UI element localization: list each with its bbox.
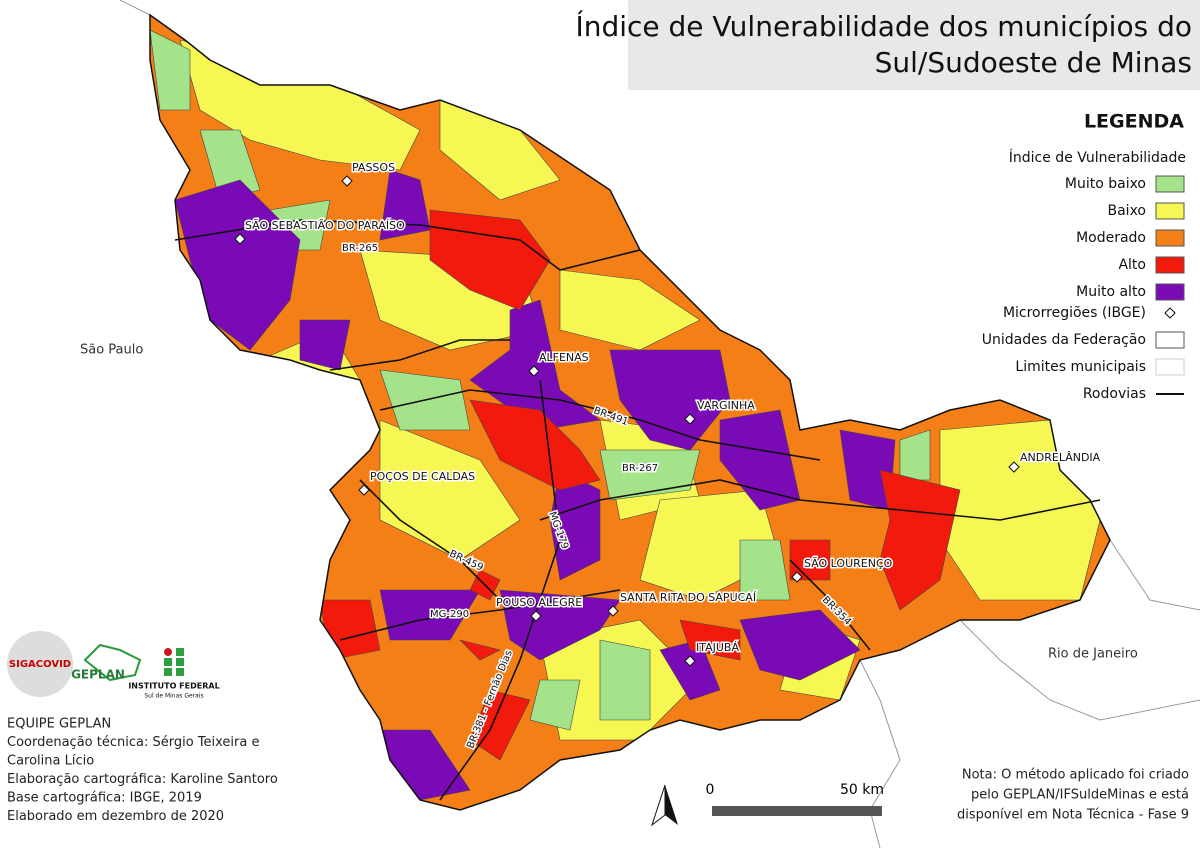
title: Índice de Vulnerabilidade dos municípios…	[575, 9, 1192, 43]
state-label: São Paulo	[80, 343, 143, 358]
scale-label: 50 km	[840, 782, 884, 798]
legend-symbol	[1155, 358, 1185, 376]
state-label: Rio de Janeiro	[1048, 647, 1138, 662]
place-label: ANDRELÂNDIA	[1020, 451, 1101, 464]
legend-label: Rodovias	[1083, 386, 1146, 402]
credit-line: Coordenação técnica: Sérgio Teixeira e	[7, 735, 259, 750]
title-box	[628, 0, 1200, 90]
scale-bar	[712, 806, 882, 816]
credit-line: Base cartográfica: IBGE, 2019	[7, 791, 202, 806]
legend-subtitle: Índice de Vulnerabilidade	[1009, 149, 1186, 166]
logo-sigacovid	[7, 631, 73, 697]
legend-symbol	[1155, 331, 1185, 349]
legend-label: Limites municipais	[1015, 359, 1146, 375]
credit-line: EQUIPE GEPLAN	[7, 717, 111, 732]
legend-symbol	[1164, 307, 1176, 319]
place-label: POUSO ALEGRE	[496, 596, 582, 609]
scale-label: 0	[706, 782, 715, 798]
place-labels: PASSOS SÃO SEBASTIÃO DO PARAÍSO ALFENAS …	[244, 160, 1103, 656]
logo-geplan-shape	[83, 643, 142, 682]
place-label: ALFENAS	[539, 351, 589, 364]
legend-label: Muito baixo	[1065, 176, 1146, 192]
north-arrow	[651, 784, 678, 827]
credit-line: Elaborado em dezembro de 2020	[7, 809, 224, 824]
logo-text: INSTITUTO FEDERAL	[128, 682, 219, 691]
roads	[174, 219, 1101, 801]
logo-text: SIGACOVID	[9, 659, 71, 670]
credit-line: Elaboração cartográfica: Karoline Santor…	[7, 772, 278, 787]
note-line: Nota: O método aplicado foi criado	[962, 768, 1189, 783]
logo-if-shape	[164, 648, 184, 676]
legend-label: Muito alto	[1076, 284, 1146, 300]
note-line: pelo GEPLAN/IFSuldeMinas e está	[971, 788, 1189, 803]
place-markers	[234, 175, 1020, 667]
legend-swatch	[1155, 202, 1185, 220]
place-label: SÃO SEBASTIÃO DO PARAÍSO	[245, 219, 405, 232]
legend-swatch	[1155, 229, 1185, 247]
logos: SIGACOVID GEPLAN INSTITUTO FEDERAL Sul d…	[7, 631, 220, 700]
place-label: ITAJUBÁ	[696, 641, 739, 654]
road-label: BR-265	[342, 243, 378, 254]
legend-swatch	[1155, 256, 1185, 274]
credit-line: Carolina Lício	[7, 754, 94, 769]
road-label: BR-267	[622, 463, 658, 474]
note: Nota: O método aplicado foi criado pelo G…	[957, 768, 1189, 823]
legend-swatch	[1155, 283, 1185, 301]
logo-text: GEPLAN	[71, 668, 125, 682]
note-line: disponível em Nota Técnica - Fase 9	[957, 808, 1189, 823]
legend-label: Alto	[1118, 257, 1146, 273]
logo-text: Sul de Minas Gerais	[144, 693, 203, 700]
place-label: POÇOS DE CALDAS	[370, 470, 475, 483]
state-borders	[119, 0, 1200, 848]
place-label: VARGINHA	[697, 399, 755, 412]
legend-label: Unidades da Federação	[982, 332, 1146, 348]
place-label: SÃO LOURENÇO	[804, 557, 893, 570]
place-label: SANTA RITA DO SAPUCAÍ	[620, 591, 756, 604]
road-label: MG-290	[430, 609, 469, 620]
credits: EQUIPE GEPLAN Coordenação técnica: Sérgio…	[7, 717, 278, 825]
legend-label: Microrregiões (IBGE)	[1003, 305, 1146, 321]
legend-label: Baixo	[1108, 203, 1147, 219]
legend-label: Moderado	[1076, 230, 1146, 246]
legend-heading: LEGENDA	[1084, 111, 1184, 133]
title: Sul/Sudoeste de Minas	[875, 46, 1192, 79]
legend-swatch	[1155, 175, 1185, 193]
legend: LEGENDA Índice de Vulnerabilidade Muito …	[982, 111, 1186, 403]
place-label: PASSOS	[352, 161, 395, 174]
